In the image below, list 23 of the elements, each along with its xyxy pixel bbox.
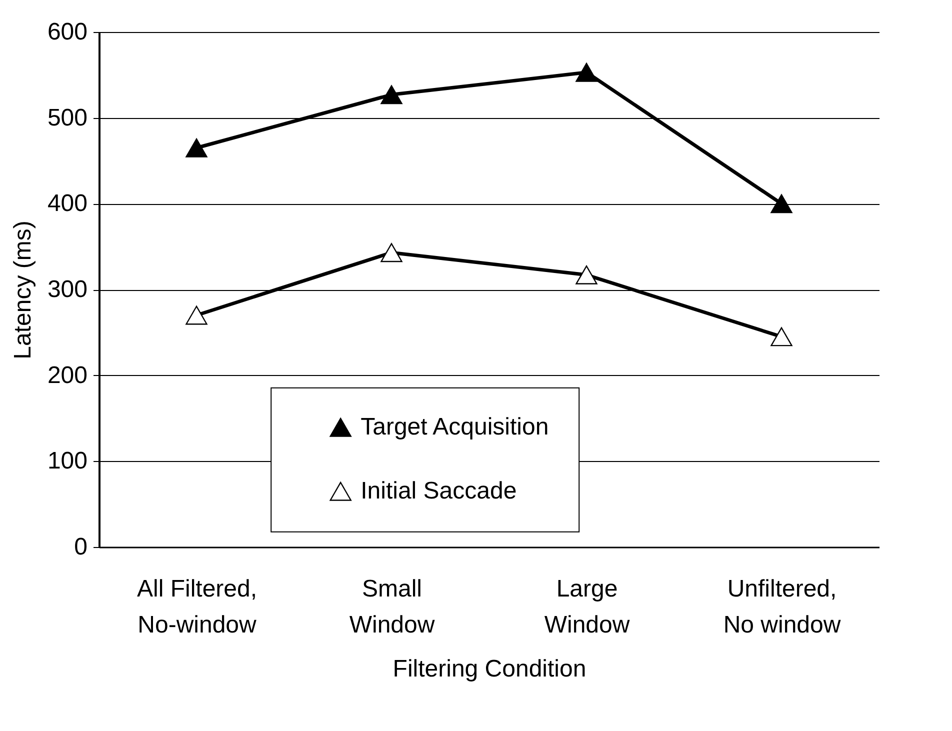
x-tick-label: All Filtered, No-window (136, 576, 258, 638)
x-tick-label: Small Window (349, 576, 436, 638)
y-tick-label: 500 (47, 104, 88, 132)
x-axis-title: Filtering Condition (392, 656, 586, 682)
x-tick-label: Unfiltered, No window (723, 576, 842, 638)
point (380, 85, 402, 104)
y-tick-label: 200 (47, 362, 88, 389)
y-tick-label: 600 (47, 18, 88, 46)
y-tick-label: 100 (47, 448, 88, 475)
x-tick-label: Large Window (544, 576, 630, 638)
point (576, 265, 598, 284)
y-axis-title: Latency (ms) (9, 220, 36, 360)
point (576, 62, 598, 82)
legend-label: Target Acquisition (360, 413, 549, 440)
point (186, 138, 208, 158)
y-tick-label: 300 (47, 276, 88, 303)
y-tick-label: 0 (74, 534, 88, 560)
legend-label: Initial Saccade (360, 477, 517, 504)
y-tick-label: 400 (47, 190, 88, 218)
point (770, 327, 792, 346)
point (380, 243, 402, 262)
point (186, 306, 208, 325)
point (770, 194, 792, 214)
